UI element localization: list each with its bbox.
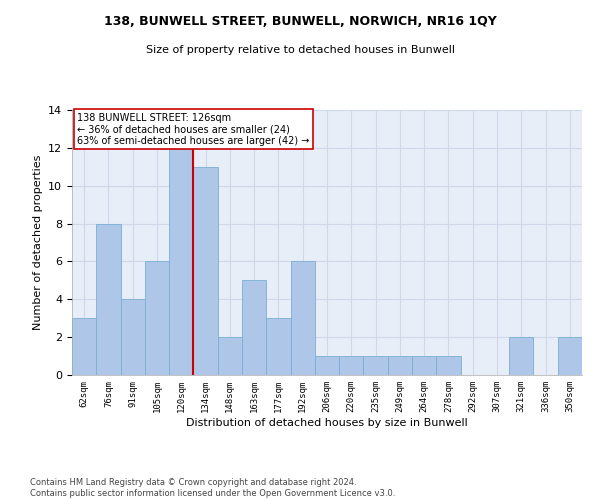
Bar: [315, 356, 339, 375]
Bar: [121, 300, 145, 375]
Bar: [266, 318, 290, 375]
Bar: [96, 224, 121, 375]
Bar: [72, 318, 96, 375]
X-axis label: Distribution of detached houses by size in Bunwell: Distribution of detached houses by size …: [186, 418, 468, 428]
Text: 138 BUNWELL STREET: 126sqm
← 36% of detached houses are smaller (24)
63% of semi: 138 BUNWELL STREET: 126sqm ← 36% of deta…: [77, 112, 310, 146]
Bar: [412, 356, 436, 375]
Bar: [558, 337, 582, 375]
Text: Contains HM Land Registry data © Crown copyright and database right 2024.
Contai: Contains HM Land Registry data © Crown c…: [30, 478, 395, 498]
Bar: [509, 337, 533, 375]
Bar: [290, 262, 315, 375]
Bar: [145, 262, 169, 375]
Bar: [364, 356, 388, 375]
Bar: [169, 148, 193, 375]
Bar: [436, 356, 461, 375]
Y-axis label: Number of detached properties: Number of detached properties: [32, 155, 43, 330]
Bar: [193, 167, 218, 375]
Text: Size of property relative to detached houses in Bunwell: Size of property relative to detached ho…: [146, 45, 455, 55]
Text: 138, BUNWELL STREET, BUNWELL, NORWICH, NR16 1QY: 138, BUNWELL STREET, BUNWELL, NORWICH, N…: [104, 15, 496, 28]
Bar: [242, 280, 266, 375]
Bar: [218, 337, 242, 375]
Bar: [388, 356, 412, 375]
Bar: [339, 356, 364, 375]
